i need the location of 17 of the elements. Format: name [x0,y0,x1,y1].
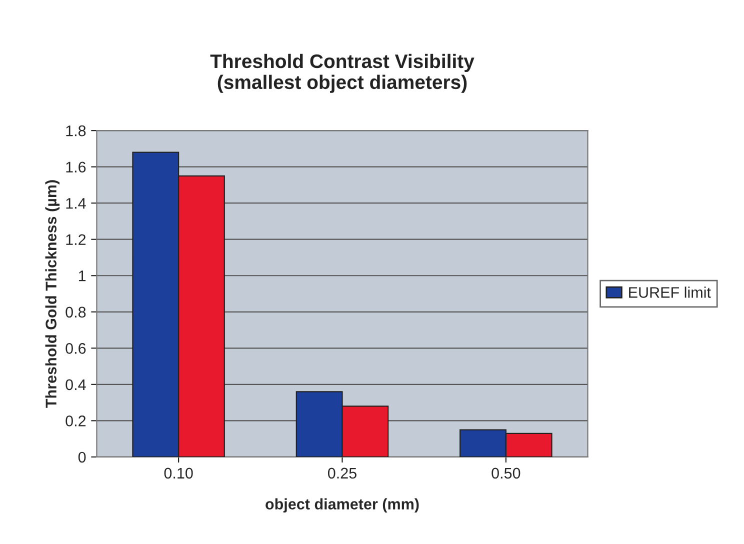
y-tick-label: 1 [78,270,86,282]
y-tick-label: 0.2 [66,416,86,426]
y-tick-label: 0.8 [66,306,86,318]
y-tick-label: 1.4 [66,198,86,209]
x-tick-label: 0.50 [492,468,520,479]
y-tick-label: 0.4 [66,379,86,390]
x-tick-label: 0.25 [328,468,356,479]
y-tick-label: 1.6 [66,162,86,173]
y-tick-label: 0 [78,452,86,463]
legend-label: EUREF limit [629,286,711,298]
x-tick-label: 0.10 [164,468,193,479]
chart-title: Threshold Contrast Visibility (smallest object diameters) [210,54,474,93]
y-tick-label: 0.6 [66,343,86,354]
y-axis-title: Threshold Gold Thickness (µm) [45,180,60,408]
x-axis-title: object diameter (mm) [266,498,419,513]
y-tick-label: 1.8 [66,125,86,136]
y-tick-label: 1.2 [66,234,86,245]
